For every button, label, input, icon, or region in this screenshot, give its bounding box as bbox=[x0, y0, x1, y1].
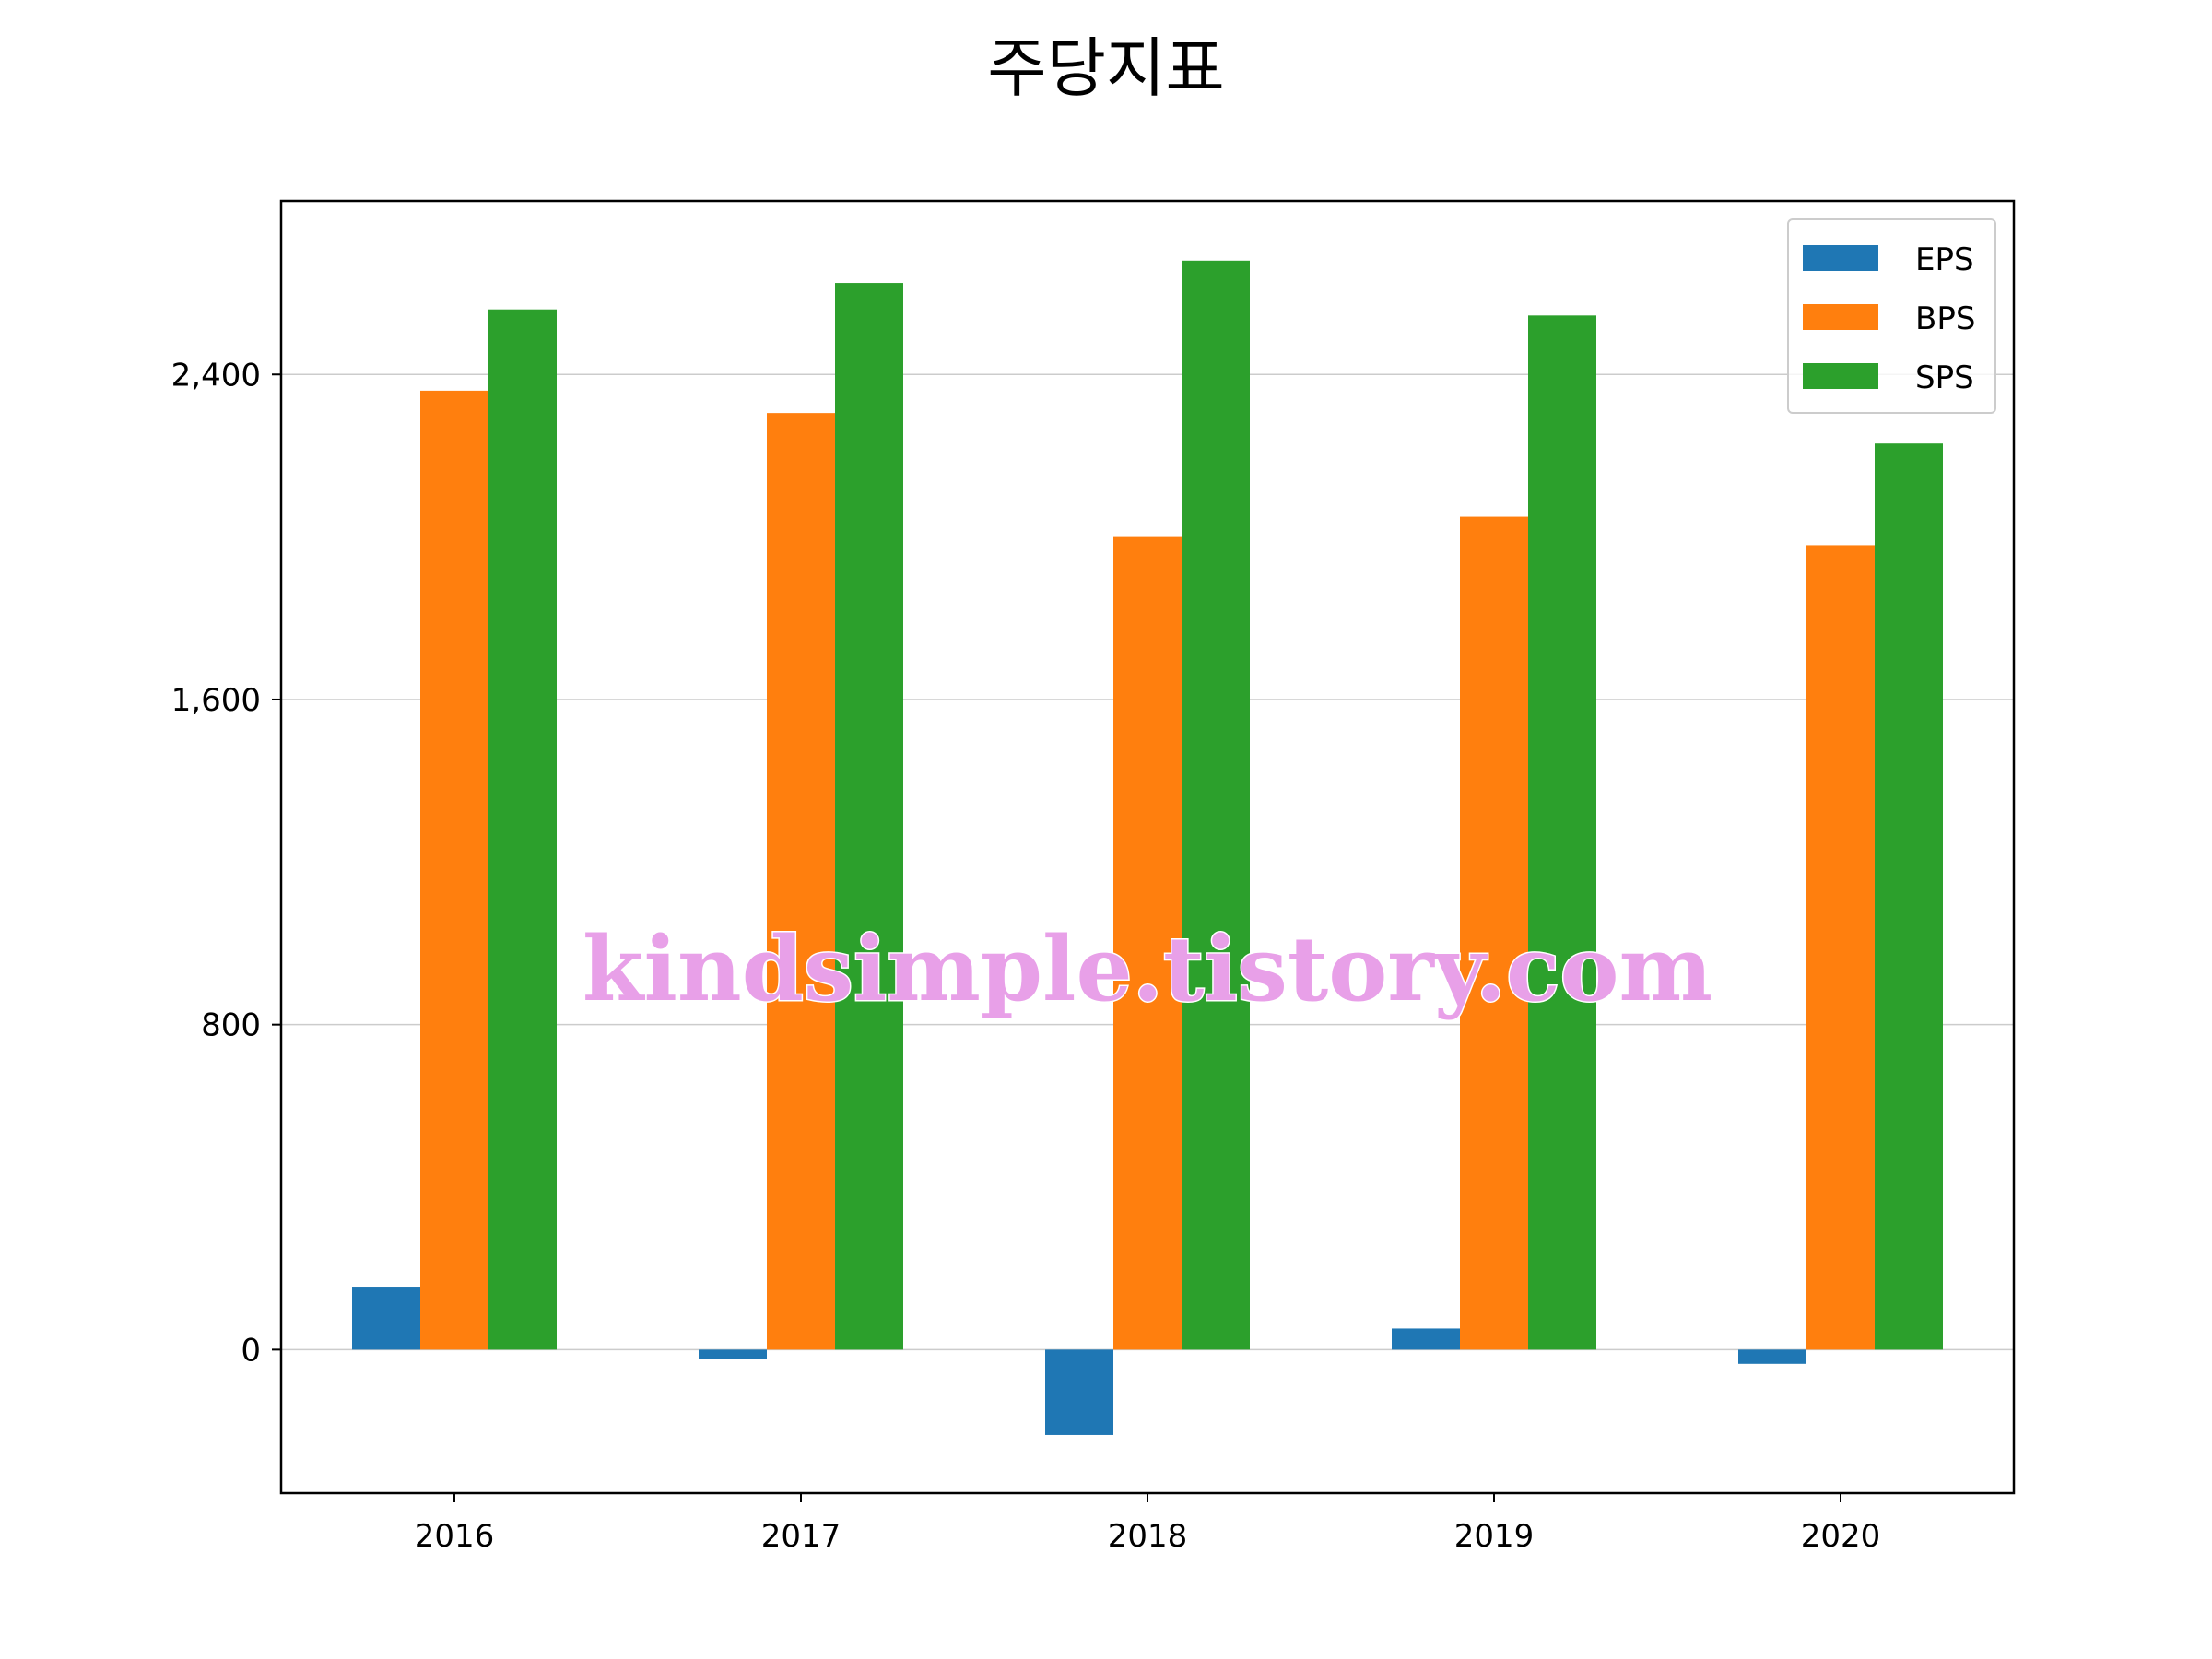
bar-bps-2016 bbox=[420, 390, 488, 1350]
bar-sps-2018 bbox=[1182, 260, 1250, 1350]
legend-swatch-eps bbox=[1803, 245, 1878, 271]
bar-sps-2019 bbox=[1528, 315, 1596, 1350]
y-tick-label: 2,400 bbox=[171, 357, 261, 394]
legend-swatch-bps bbox=[1803, 304, 1878, 330]
bar-bps-2019 bbox=[1460, 516, 1528, 1350]
watermark-text: kindsimple.tistory.com bbox=[582, 917, 1712, 1021]
legend: EPS BPS SPS bbox=[1787, 218, 1996, 414]
bar-eps-2018 bbox=[1045, 1349, 1113, 1435]
legend-label-eps: EPS bbox=[1915, 241, 1974, 278]
bar-bps-2020 bbox=[1806, 545, 1875, 1350]
bar-sps-2016 bbox=[488, 309, 557, 1350]
x-tick-label: 2020 bbox=[1801, 1518, 1881, 1555]
legend-label-bps: BPS bbox=[1915, 300, 1975, 337]
bar-bps-2017 bbox=[767, 413, 835, 1350]
bar-eps-2017 bbox=[699, 1349, 767, 1359]
legend-label-sps: SPS bbox=[1915, 359, 1974, 396]
bars bbox=[352, 260, 1943, 1435]
x-tick-label: 2019 bbox=[1454, 1518, 1535, 1555]
bar-bps-2018 bbox=[1113, 536, 1182, 1350]
x-tick-label: 2018 bbox=[1108, 1518, 1188, 1555]
y-tick-label: 0 bbox=[241, 1332, 261, 1369]
x-tick-label: 2016 bbox=[415, 1518, 495, 1555]
bar-sps-2020 bbox=[1875, 443, 1943, 1350]
bar-sps-2017 bbox=[835, 283, 903, 1350]
y-tick-label: 800 bbox=[201, 1007, 261, 1044]
legend-swatch-sps bbox=[1803, 363, 1878, 389]
x-tick-label: 2017 bbox=[761, 1518, 841, 1555]
bar-eps-2016 bbox=[352, 1287, 420, 1350]
x-axis: 2016 2017 2018 2019 2020 bbox=[415, 1493, 1881, 1555]
y-axis: 0 800 1,600 2,400 bbox=[171, 357, 281, 1369]
bar-eps-2019 bbox=[1392, 1328, 1460, 1350]
bar-eps-2020 bbox=[1738, 1349, 1806, 1364]
y-tick-label: 1,600 bbox=[171, 682, 261, 719]
chart-title: 주당지표 bbox=[987, 30, 1225, 106]
